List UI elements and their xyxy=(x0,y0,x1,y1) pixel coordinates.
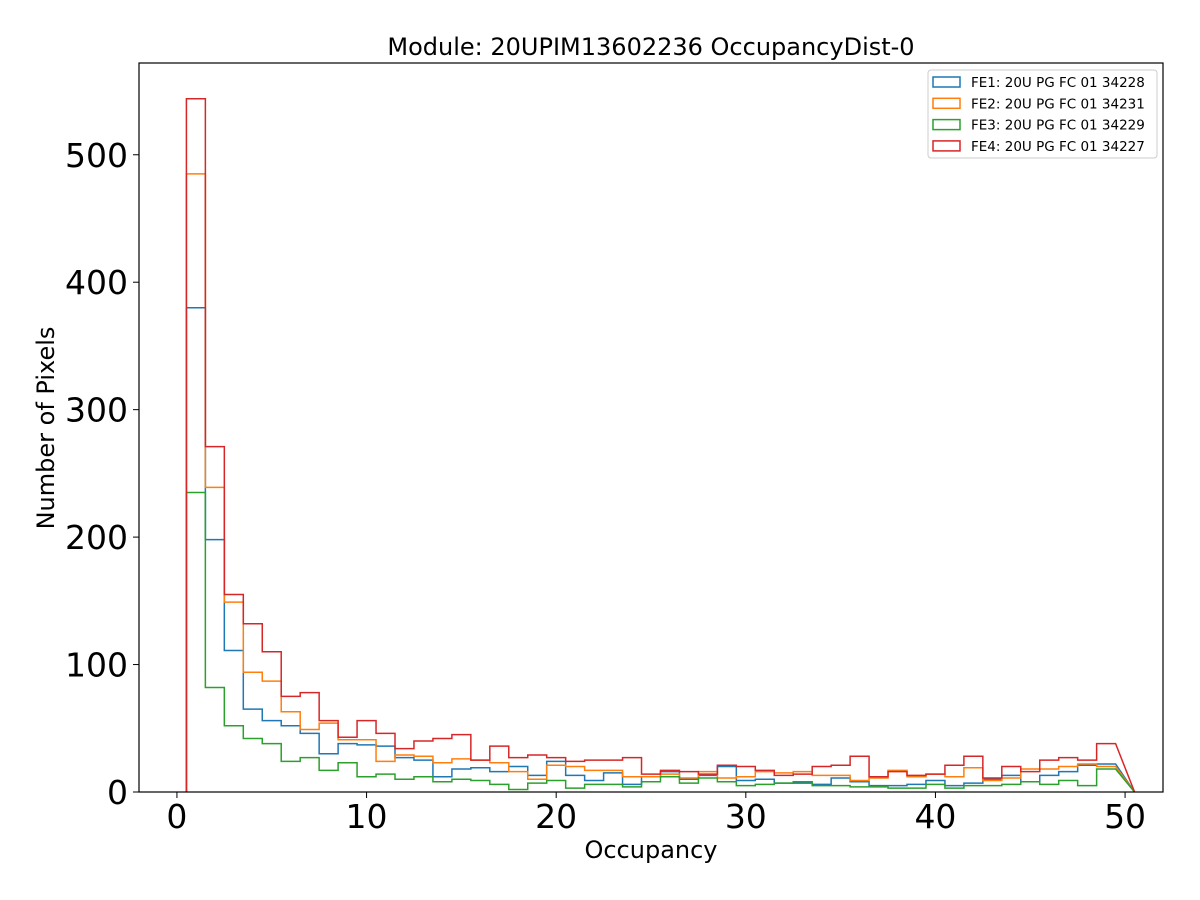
histogram-step-series-3 xyxy=(185,491,1136,793)
y-tick-label: 400 xyxy=(65,263,128,302)
legend-label: FE2: 20U PG FC 01 34231 xyxy=(971,96,1145,112)
y-tick-label: 100 xyxy=(65,646,128,685)
legend-swatch xyxy=(932,97,961,110)
y-axis-ticks: 0 100 200 300 400 500 xyxy=(65,136,139,812)
x-axis-ticks: 0 10 20 30 40 50 xyxy=(166,792,1146,836)
y-tick-label: 0 xyxy=(107,773,128,812)
legend-label: FE1: 20U PG FC 01 34228 xyxy=(971,75,1145,91)
legend-swatch xyxy=(932,76,961,88)
histogram-step-series-1 xyxy=(185,306,1136,793)
x-tick-label: 50 xyxy=(1104,797,1146,836)
y-tick-label: 200 xyxy=(65,518,128,557)
x-tick-label: 40 xyxy=(914,797,956,836)
x-tick-label: 0 xyxy=(166,797,187,836)
legend-box xyxy=(927,69,1158,159)
legend-label: FE4: 20U PG FC 01 34227 xyxy=(971,139,1145,155)
series-layer xyxy=(185,97,1136,793)
x-tick-label: 10 xyxy=(346,797,388,836)
legend-items: FE1: 20U PG FC 01 34228 FE2: 20U PG FC 01… xyxy=(932,75,1145,155)
chart-title: Module: 20UPIM13602236 OccupancyDist-0 xyxy=(387,33,914,61)
legend-swatch xyxy=(932,140,961,152)
y-tick-label: 500 xyxy=(65,136,128,175)
histogram-step-series-4 xyxy=(185,97,1136,793)
plot-frame xyxy=(138,62,1164,793)
legend: FE1: 20U PG FC 01 34228 FE2: 20U PG FC 01… xyxy=(927,69,1158,159)
y-tick-label: 300 xyxy=(65,391,128,430)
x-tick-label: 30 xyxy=(725,797,767,836)
x-tick-label: 20 xyxy=(535,797,577,836)
x-axis-label: Occupancy xyxy=(584,836,717,864)
legend-swatch xyxy=(932,118,961,131)
y-axis-label: Number of Pixels xyxy=(32,327,60,530)
legend-label: FE3: 20U PG FC 01 34229 xyxy=(971,118,1145,134)
